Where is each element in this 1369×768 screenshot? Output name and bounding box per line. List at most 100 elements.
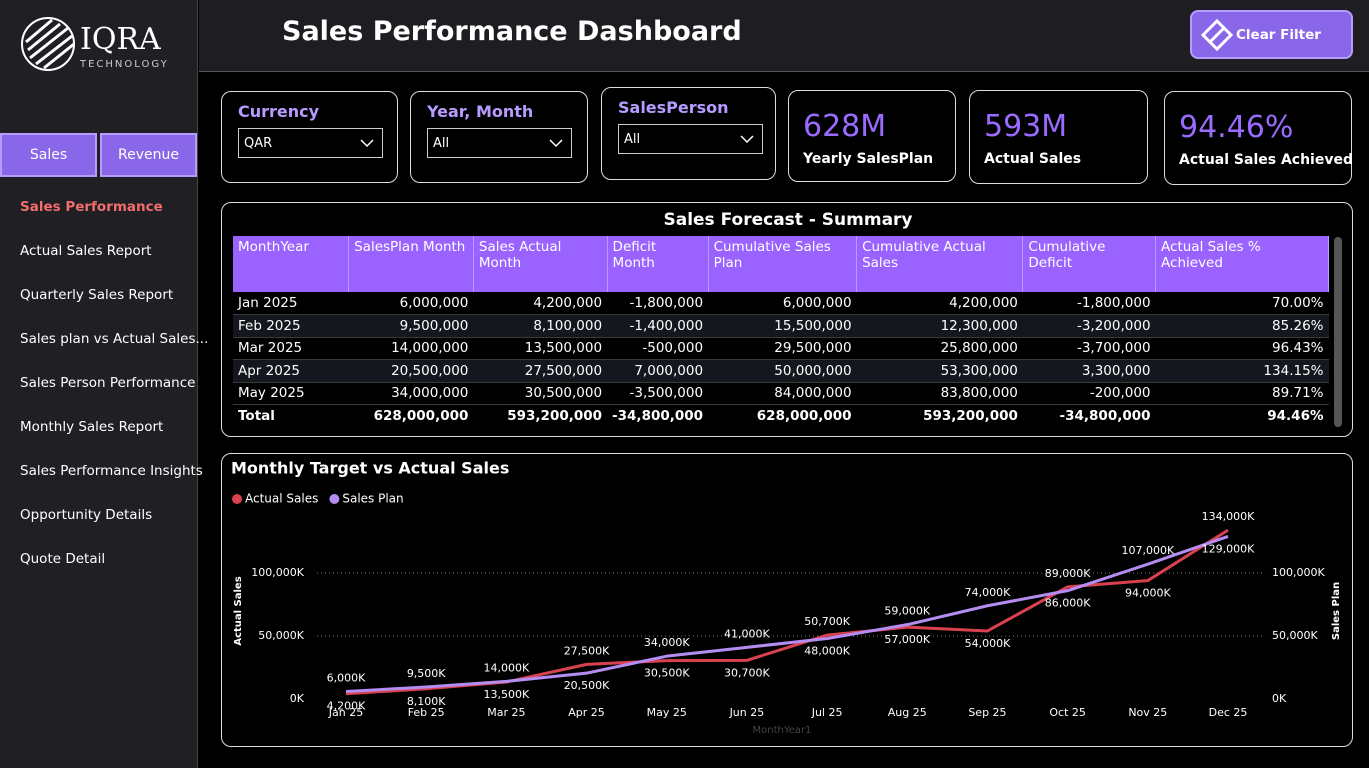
header-row: MonthYear SalesPlan Month Sales Actual Mon… [233,236,1329,292]
table-cell: Feb 2025 [233,314,349,338]
x-tick-label: Jun 25 [729,706,765,719]
data-label: 59,000K [884,605,930,618]
tab-button[interactable]: Sales [0,133,97,177]
total-cell: Total [233,404,349,427]
table-cell: 7,000,000 [607,359,709,383]
table-row: May 2025 34,000,000 30,500,000 -3,500,000 84… [233,382,1329,405]
data-label: 134,000K [1202,510,1255,523]
table-cell: 83,800,000 [856,382,1023,405]
sidebar: IQRA TECHNOLOGY Sales Revenue Sales Perf… [0,0,208,768]
filter-select[interactable]: All [427,128,572,158]
x-tick-label: Feb 25 [408,706,445,719]
kpi-card: 628M Yearly SalesPlan [788,90,956,182]
column-header: Sales Actual Month [473,236,608,292]
nav-item[interactable]: Monthly Sales Report [20,419,164,435]
nav-item[interactable]: Opportunity Details [20,507,153,523]
y2-tick-label: 0K [1272,692,1287,705]
series-line [345,535,1229,693]
kpi-card: 94.46% Actual Sales Achieved [1164,91,1353,185]
filter-box: SalesPerson All [601,87,776,180]
table-cell: -3,500,000 [607,382,709,405]
nav-item[interactable]: Sales Person Performance [20,375,196,391]
column-header: Cumulative Actual Sales [856,236,1024,292]
data-label: 30,700K [724,666,770,679]
chart-panel: Monthly Target vs Actual Sales MonthYear… [221,453,1353,747]
table-cell: 29,500,000 [708,337,857,360]
legend-label: Actual Sales [245,492,318,506]
filter-select[interactable]: All [618,124,763,154]
filter-label: SalesPerson [618,98,729,117]
filter-value: QAR [244,136,273,151]
total-cell: 628,000,000 [708,404,857,427]
data-label: 9,500K [407,667,446,680]
data-label: 86,000K [1045,597,1091,610]
clear-filter-button[interactable]: Clear Filter [1190,10,1353,59]
x-tick-label: Jul 25 [811,706,843,719]
table-cell: 89.71% [1155,382,1329,405]
data-label: 48,000K [804,645,850,658]
x-tick-label: Sep 25 [968,706,1006,719]
table-cell: -3,200,000 [1022,314,1156,338]
kpi-label: Yearly SalesPlan [803,151,934,167]
tab-button[interactable]: Revenue [100,133,197,177]
nav-item[interactable]: Sales Performance Insights [20,463,203,479]
scrollbar[interactable] [1334,237,1342,427]
chevron [360,139,374,148]
x-tick-label: Apr 25 [568,706,605,719]
data-label: 107,000K [1121,544,1174,557]
y2-axis-title: Sales Plan [1331,582,1342,640]
table-cell: 14,000,000 [348,337,474,360]
table-cell: 6,000,000 [708,292,857,315]
legend-swatch [232,494,242,504]
nav-item[interactable]: Quarterly Sales Report [20,287,174,303]
table-title: Sales Forecast - Summary [663,210,913,230]
table-row: Apr 2025 20,500,000 27,500,000 7,000,000 50,… [233,359,1329,383]
nav-item[interactable]: Sales plan vs Actual Sales... [20,331,209,347]
filter-value: All [624,132,641,147]
x-tick-label: Dec 25 [1209,706,1248,719]
x-tick-label: Oct 25 [1049,706,1086,719]
logo-icon [21,17,75,71]
data-label: 27,500K [564,644,610,657]
data-label: 129,000K [1202,542,1255,555]
table-cell: 3,300,000 [1022,359,1156,383]
table-cell: 70.00% [1155,292,1329,315]
table-cell: 4,200,000 [856,292,1023,315]
nav-item[interactable]: Quote Detail [20,551,106,567]
total-cell: -34,800,000 [1022,404,1156,427]
column-header: Actual Sales % Achieved [1155,236,1329,292]
total-row: Total 628,000,000 593,200,000 -34,800,000 62… [233,404,1329,427]
y-tick-label: 0K [290,692,305,705]
kpi-value: 593M [984,109,1068,144]
table-cell: 85.26% [1155,314,1329,338]
table-cell: -1,400,000 [607,314,709,338]
filter-box: Year, Month All [410,91,588,183]
legend-label: Sales Plan [342,492,403,506]
kpi-label: Actual Sales Achieved [1179,152,1353,168]
nav-item[interactable]: Sales Performance [20,199,163,215]
chevron [549,139,563,148]
chevron [740,135,754,144]
data-label: 13,500K [484,688,530,701]
data-label: 74,000K [965,586,1011,599]
data-label: 57,000K [884,633,930,646]
x-tick-label: Mar 25 [487,706,525,719]
table-cell: 53,300,000 [856,359,1023,383]
data-label: 50,700K [804,615,850,628]
column-header: MonthYear [233,236,350,292]
data-label: 89,000K [1045,567,1091,580]
table-cell: 8,100,000 [473,314,608,338]
filter-select[interactable]: QAR [238,128,383,158]
x-axis-title: MonthYear1 [753,725,812,736]
filter-box: Currency QAR [221,91,398,183]
table-cell: 27,500,000 [473,359,608,383]
column-header: SalesPlan Month [348,236,474,292]
table-cell: Jan 2025 [233,292,349,315]
table-cell: 13,500,000 [473,337,608,360]
data-label: 34,000K [644,636,690,649]
nav-item[interactable]: Actual Sales Report [20,243,152,259]
logo-subtext: TECHNOLOGY [80,59,169,70]
x-tick-label: Jan 25 [328,706,363,719]
table-cell: 20,500,000 [348,359,474,383]
kpi-value: 94.46% [1179,110,1294,145]
